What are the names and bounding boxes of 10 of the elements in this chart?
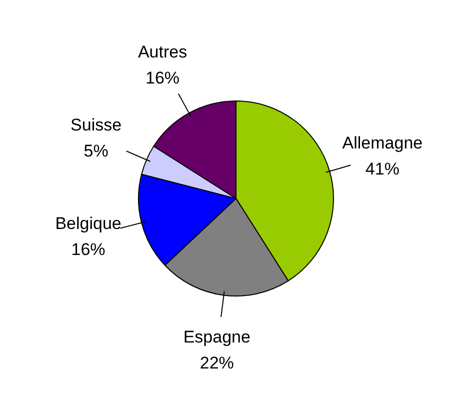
data-label: 16% [71, 240, 106, 260]
data-label: 41% [365, 160, 400, 179]
data-label: 5% [84, 142, 108, 161]
slice-label: Espagne [183, 327, 250, 346]
slice-label: Belgique [55, 214, 122, 234]
slice-label: Autres [138, 42, 188, 62]
slice-label: Suisse [70, 116, 122, 135]
data-label: 22% [200, 353, 234, 372]
slice-label: Allemagne [342, 134, 423, 153]
data-label: 16% [146, 68, 180, 88]
